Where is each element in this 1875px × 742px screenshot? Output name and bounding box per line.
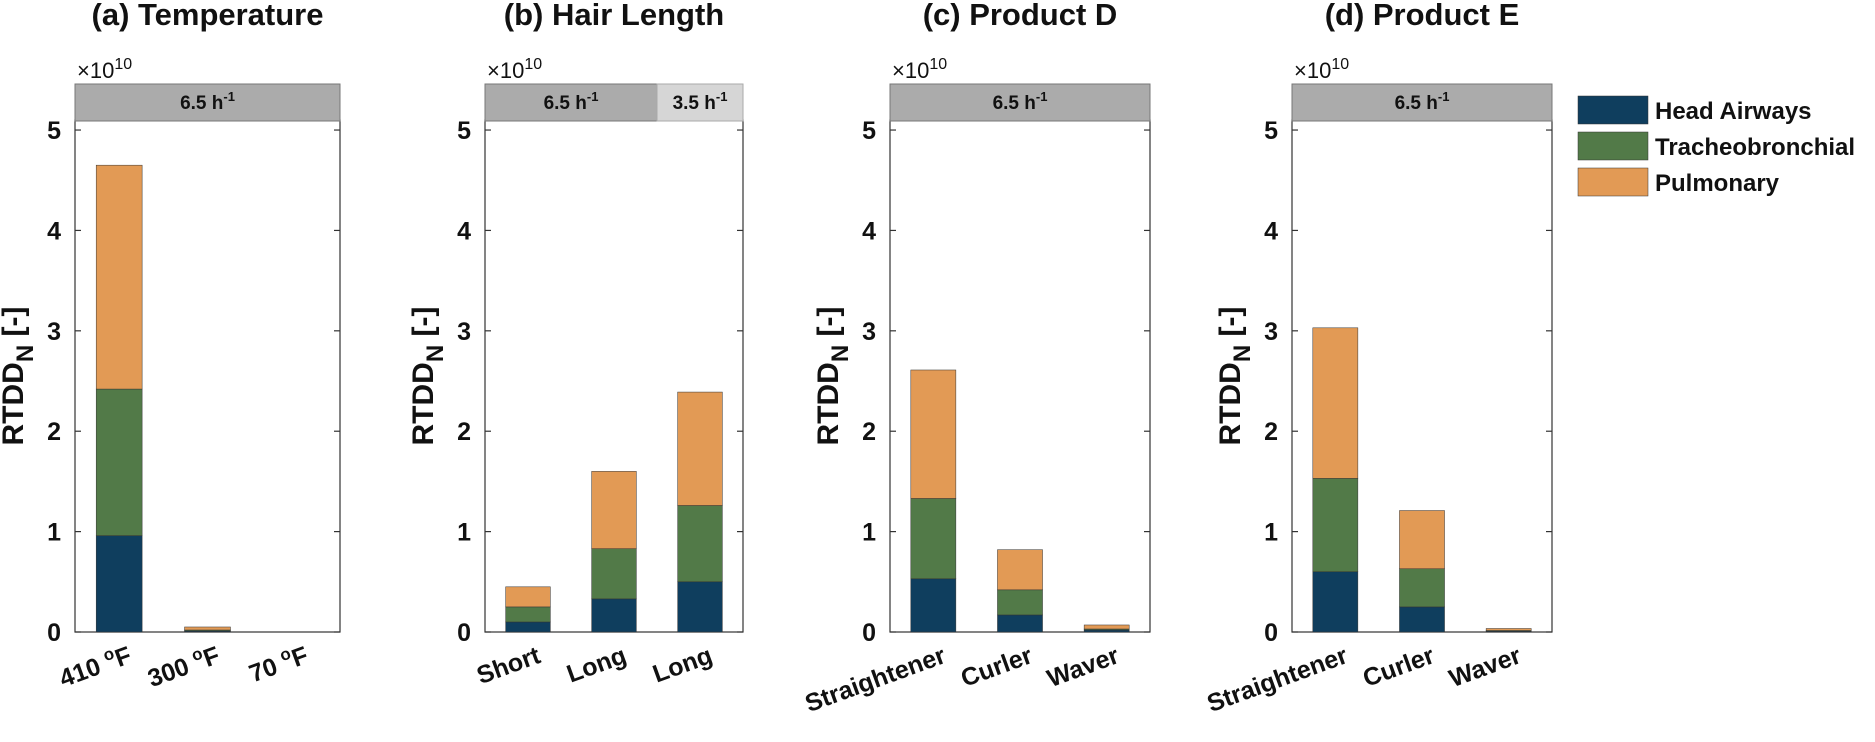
ach-band-label: 6.5 h-1 [1395,89,1450,114]
ach-band [889,83,1151,122]
axis-multiplier: ×1010 [487,56,542,83]
ach-band [74,83,341,122]
y-tick-label: 3 [1264,318,1278,346]
bar-segment [591,598,637,633]
ach-band [1291,83,1553,122]
legend-swatch [1577,95,1649,125]
y-tick-label: 1 [457,519,471,547]
y-tick-label: 3 [862,318,876,346]
panel-2: (c) Product D ×1010 6.5 h-1 0 1 2 3 4 5 RTDDN [-]… [801,0,1151,718]
panel-title: (a) Temperature [92,0,324,32]
axis-multiplier: ×1010 [892,56,947,83]
bar-segment [1312,327,1359,479]
bar-segment [505,621,551,633]
bar-segment [505,586,551,608]
panel-title: (b) Hair Length [504,0,724,32]
bar-segment [997,614,1043,633]
bar-segment [677,581,723,633]
ach-band [656,83,744,122]
legend-swatch [1577,167,1649,197]
legend-label: Pulmonary [1655,170,1780,197]
y-tick-label: 5 [457,117,471,145]
bar-segment [95,388,143,536]
y-tick-label: 2 [1264,418,1278,446]
bar-segment [1399,606,1445,633]
y-tick-label: 4 [457,217,471,245]
bar-segment [95,535,143,633]
bar-segment [95,164,143,390]
y-axis-label: RTDDN [-] [812,307,854,446]
bar-segment [910,578,957,633]
y-tick-label: 0 [457,619,471,647]
ach-band-label: 3.5 h-1 [673,89,728,114]
y-tick-label: 5 [1264,117,1278,145]
y-tick-label: 0 [1264,619,1278,647]
panel-3: (d) Product E ×1010 6.5 h-1 0 1 2 3 4 5 RTDDN [-]… [1203,0,1553,718]
panel-0: (a) Temperature ×1010 6.5 h-1 0 1 2 3 4 5 RTDDN [… [0,0,341,694]
category-label: Waver [1446,641,1525,693]
bar-segment [1083,629,1130,633]
category-label: 300 oF [143,639,223,694]
bar-segment [591,471,637,549]
category-label: Straightener [801,641,949,718]
category-label: Straightener [1203,641,1351,718]
ach-band-label: 6.5 h-1 [180,89,235,114]
y-axis-label: RTDDN [-] [407,307,449,446]
category-label: Long [649,641,716,688]
bar-segment [1399,568,1445,608]
y-tick-label: 4 [862,217,876,245]
category-label: 410 oF [55,639,135,694]
ach-band-label: 6.5 h-1 [993,89,1048,114]
bar-segment [997,549,1043,591]
legend: Head Airways Tracheobronchial Pulmonary [1567,89,1875,209]
bar-segment [1399,510,1445,570]
category-label: Long [563,641,630,688]
y-tick-label: 3 [47,318,61,346]
bar-segment [1083,624,1130,630]
bar-segment [910,369,957,499]
ach-band [484,83,658,122]
y-tick-label: 2 [862,418,876,446]
y-tick-label: 2 [457,418,471,446]
y-tick-label: 5 [862,117,876,145]
axis-multiplier: ×1010 [1294,56,1349,83]
panel-title: (c) Product D [923,0,1118,32]
bar-segment [505,606,551,623]
y-tick-label: 3 [457,318,471,346]
bar-segment [677,505,723,583]
y-tick-label: 4 [1264,217,1278,245]
category-label: Waver [1044,641,1123,693]
y-tick-label: 1 [862,519,876,547]
y-tick-label: 2 [47,418,61,446]
y-tick-label: 0 [862,619,876,647]
y-axis-label: RTDDN [-] [1214,307,1256,446]
bar-segment [591,548,637,600]
y-tick-label: 1 [1264,519,1278,547]
category-label: 70 oF [244,639,311,689]
y-axis-label: RTDDN [-] [0,307,39,446]
y-tick-label: 5 [47,117,61,145]
legend-label: Head Airways [1655,98,1812,125]
bar-segment [1312,478,1359,573]
bar-segment [1485,628,1532,631]
axis-multiplier: ×1010 [77,56,132,83]
bar-segment [997,589,1043,616]
y-tick-label: 4 [47,217,61,245]
category-label: Curler [957,641,1036,693]
legend-swatch [1577,131,1649,161]
category-label: Short [473,641,545,690]
y-tick-label: 1 [47,519,61,547]
bar-segment [1312,571,1359,633]
bar-segment [184,626,231,631]
ach-band-label: 6.5 h-1 [544,89,599,114]
legend-label: Tracheobronchial [1655,134,1855,161]
bar-segment [910,498,957,580]
y-tick-label: 0 [47,619,61,647]
panel-title: (d) Product E [1325,0,1520,32]
bar-segment [677,391,723,506]
category-label: Curler [1359,641,1438,693]
